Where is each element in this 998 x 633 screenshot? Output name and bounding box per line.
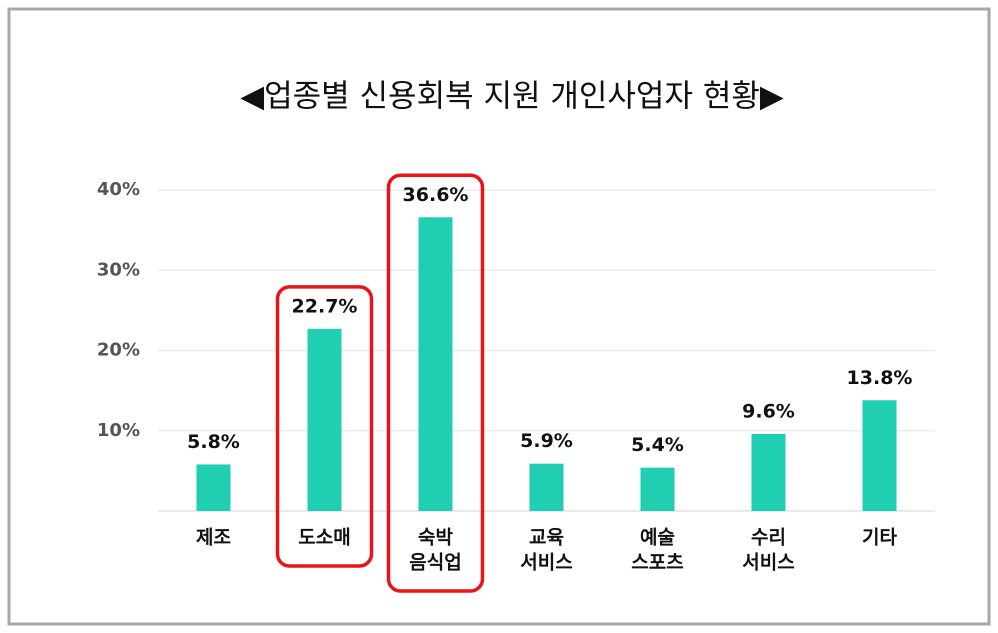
frame <box>7 7 991 626</box>
x-tick-label: 예술 <box>640 527 675 549</box>
x-tick-label: 교육 <box>529 527 564 549</box>
value-label: 22.7% <box>292 295 358 317</box>
bar <box>307 328 342 511</box>
value-label: 13.8% <box>847 367 913 389</box>
bar <box>751 433 786 511</box>
x-tick-label: 수리 <box>751 527 786 549</box>
value-label: 9.6% <box>742 400 795 422</box>
x-tick-label: 서비스 <box>742 552 794 574</box>
bar <box>418 217 453 511</box>
x-tick-label: 스포츠 <box>631 552 683 574</box>
chart-title: ◀업종별 신용회복 지원 개인사업자 현황▶ <box>240 79 784 115</box>
value-label: 36.6% <box>403 184 469 206</box>
y-tick-label: 30% <box>97 259 140 280</box>
value-label: 5.4% <box>631 434 684 456</box>
x-tick-label: 서비스 <box>520 552 572 574</box>
y-tick-label: 20% <box>97 340 140 361</box>
bar <box>862 400 897 511</box>
bar <box>196 464 231 511</box>
value-label: 5.9% <box>520 430 573 452</box>
highlight-box <box>275 285 374 568</box>
highlight-box <box>386 173 485 593</box>
x-tick-label: 제조 <box>196 527 231 549</box>
y-tick-label: 10% <box>97 420 140 441</box>
x-tick-label: 음식업 <box>409 552 461 574</box>
bar <box>529 463 564 511</box>
x-tick-label: 기타 <box>862 527 897 549</box>
value-label: 5.8% <box>187 431 240 453</box>
x-tick-label: 도소매 <box>298 527 350 549</box>
y-tick-label: 40% <box>97 179 140 200</box>
bar <box>640 467 675 511</box>
x-tick-label: 숙박 <box>418 527 453 549</box>
